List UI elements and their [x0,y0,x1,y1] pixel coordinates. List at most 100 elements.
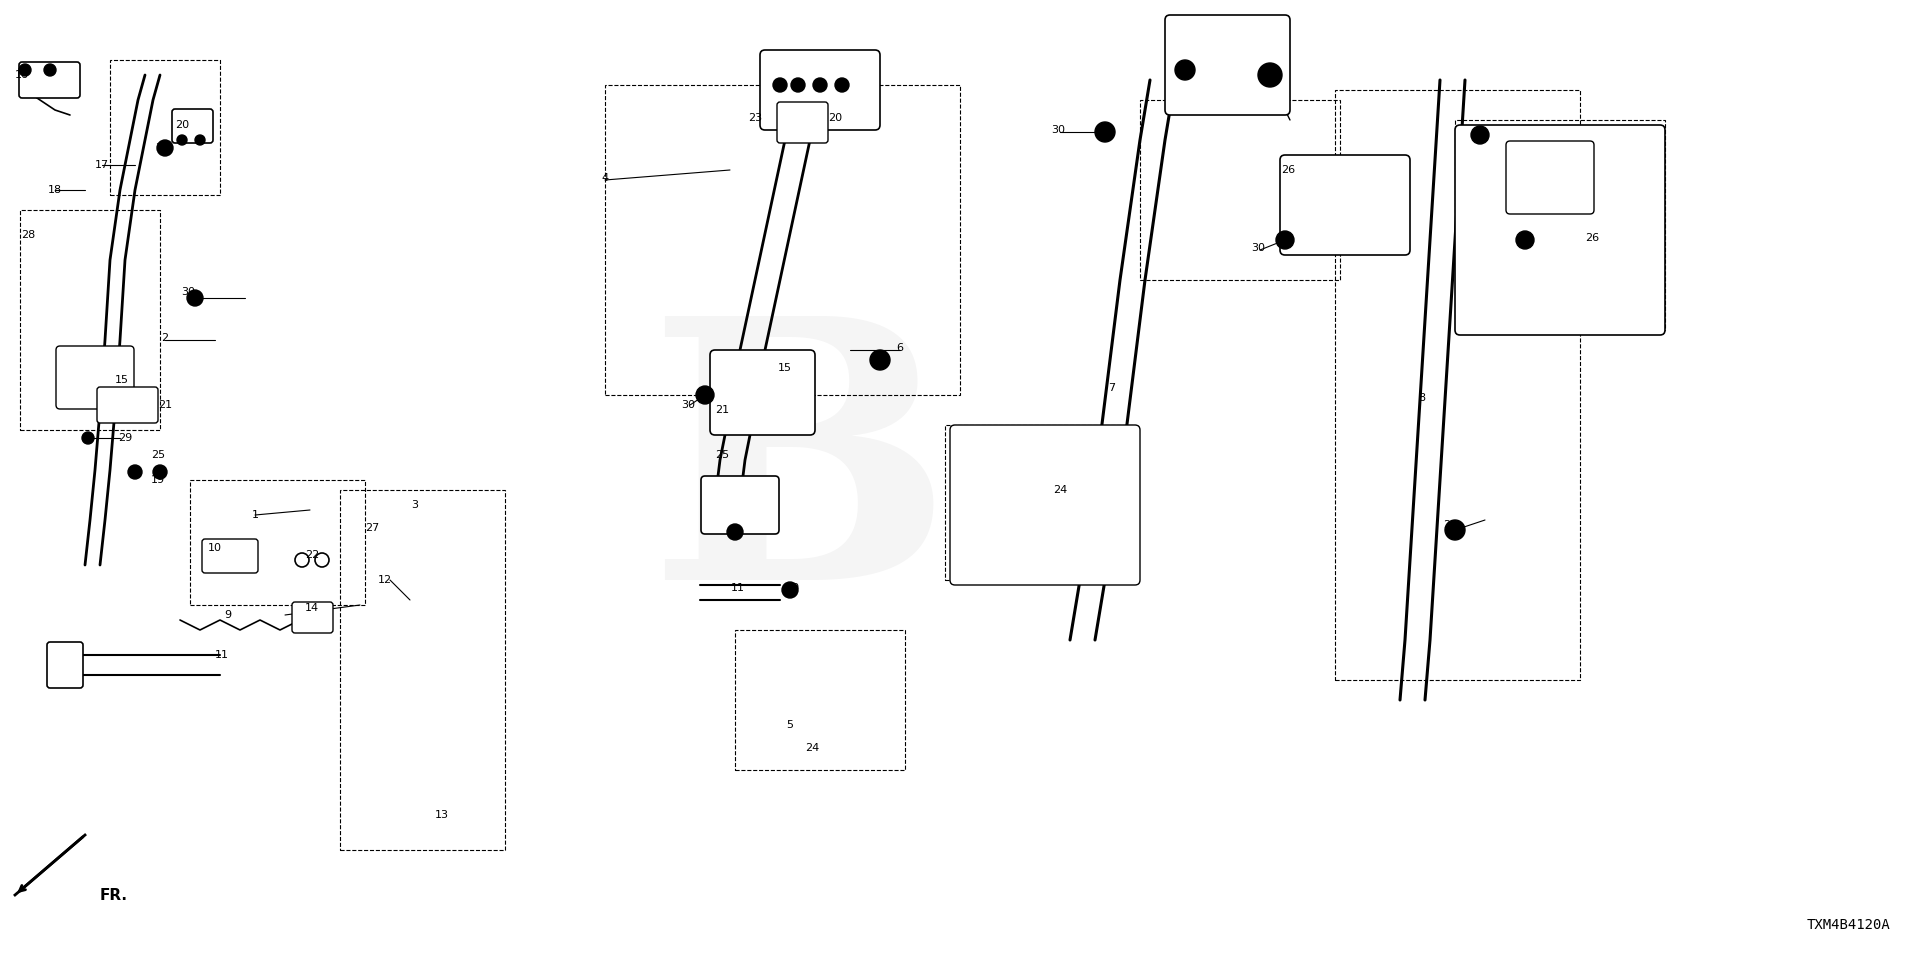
Text: 30: 30 [180,287,196,297]
Text: 23: 23 [156,143,169,153]
Text: 24: 24 [1052,485,1068,495]
FancyBboxPatch shape [292,602,332,633]
Bar [735,630,904,770]
Text: 11: 11 [215,650,228,660]
Circle shape [1094,122,1116,142]
Text: 26: 26 [1263,67,1277,77]
FancyBboxPatch shape [1281,155,1409,255]
Circle shape [812,78,828,92]
Bar [605,85,960,395]
Circle shape [1517,231,1534,249]
Circle shape [1175,60,1194,80]
Text: 3: 3 [411,500,419,510]
FancyBboxPatch shape [710,350,814,435]
FancyBboxPatch shape [173,109,213,143]
Text: 26: 26 [1281,165,1296,175]
Circle shape [695,386,714,404]
Text: 8: 8 [1419,393,1425,403]
Text: 11: 11 [732,583,745,593]
Text: 9: 9 [225,610,232,620]
Circle shape [1446,520,1465,540]
Circle shape [196,135,205,145]
FancyBboxPatch shape [950,425,1140,585]
Text: 29: 29 [785,583,799,593]
Text: 6: 6 [897,343,904,353]
Circle shape [157,140,173,156]
Text: 23: 23 [749,113,762,123]
Text: 10: 10 [207,543,223,553]
Circle shape [19,64,31,76]
Bar [1140,100,1340,280]
Text: 19: 19 [728,527,741,537]
Text: 25: 25 [714,450,730,460]
Text: 29: 29 [117,433,132,443]
Text: 12: 12 [378,575,392,585]
FancyBboxPatch shape [202,539,257,573]
Circle shape [44,64,56,76]
Text: 24: 24 [804,743,820,753]
FancyBboxPatch shape [56,346,134,409]
Text: 7: 7 [1108,383,1116,393]
Text: 26: 26 [1444,520,1457,530]
Bar [190,480,365,605]
Circle shape [728,524,743,540]
Circle shape [870,350,891,370]
Bar [1455,120,1665,330]
FancyBboxPatch shape [1455,125,1665,335]
Bar [109,60,221,195]
Circle shape [835,78,849,92]
Bar [1334,90,1580,680]
Text: 27: 27 [365,523,378,533]
Text: 21: 21 [714,405,730,415]
FancyBboxPatch shape [778,102,828,143]
Text: 17: 17 [94,160,109,170]
Text: FR.: FR. [100,887,129,902]
Text: 20: 20 [175,120,188,130]
FancyBboxPatch shape [19,62,81,98]
Text: 28: 28 [21,230,35,240]
Text: 19: 19 [152,475,165,485]
Text: 26: 26 [1584,233,1599,243]
Text: 26: 26 [1475,133,1490,143]
Text: 2: 2 [161,333,169,343]
FancyBboxPatch shape [701,476,780,534]
Text: 15: 15 [115,375,129,385]
FancyBboxPatch shape [1165,15,1290,115]
Text: 22: 22 [305,550,319,560]
Text: 21: 21 [157,400,173,410]
FancyBboxPatch shape [46,642,83,688]
Circle shape [129,465,142,479]
Text: B: B [647,305,952,655]
Circle shape [1471,126,1490,144]
Text: 16: 16 [15,70,29,80]
Circle shape [791,78,804,92]
Text: 18: 18 [48,185,61,195]
Bar [19,210,159,430]
Circle shape [774,78,787,92]
Text: 14: 14 [305,603,319,613]
Text: 13: 13 [436,810,449,820]
Circle shape [781,582,799,598]
Text: 1: 1 [252,510,259,520]
Bar [340,490,505,850]
FancyBboxPatch shape [98,387,157,423]
Circle shape [1258,63,1283,87]
Bar [945,425,1135,580]
Circle shape [186,290,204,306]
Text: 5: 5 [787,720,793,730]
Text: 30: 30 [1050,125,1066,135]
Text: 4: 4 [601,173,609,183]
Text: 15: 15 [778,363,791,373]
Text: 30: 30 [682,400,695,410]
Text: 30: 30 [1252,243,1265,253]
Text: 26: 26 [872,353,885,363]
FancyBboxPatch shape [760,50,879,130]
Circle shape [1277,231,1294,249]
Circle shape [177,135,186,145]
FancyBboxPatch shape [1505,141,1594,214]
Circle shape [154,465,167,479]
Text: 25: 25 [152,450,165,460]
Text: 20: 20 [828,113,843,123]
Circle shape [83,432,94,444]
Text: TXM4B4120A: TXM4B4120A [1807,918,1889,932]
